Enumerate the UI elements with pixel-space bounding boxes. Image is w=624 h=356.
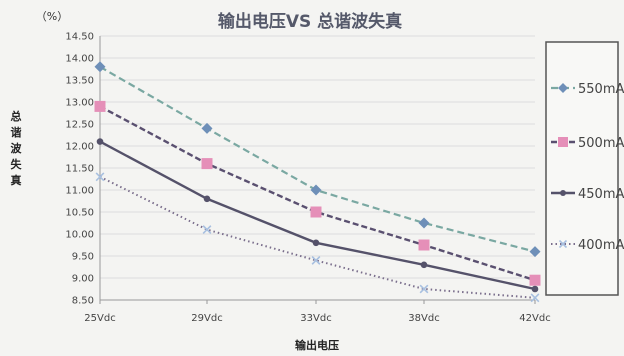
y-tick-label: 11.50 xyxy=(65,164,94,175)
data-point-400mA xyxy=(311,255,321,265)
y-tick-label: 14.00 xyxy=(65,54,94,65)
data-point-450mA xyxy=(420,261,428,269)
series-line-500mA xyxy=(99,105,536,282)
data-point-500mA xyxy=(529,274,541,286)
y-tick-label: 9.00 xyxy=(72,274,94,285)
data-point-550mA xyxy=(201,122,213,134)
data-point-400mA xyxy=(202,225,212,235)
marker-stroke xyxy=(95,172,105,182)
y-axis-title-char: 谐 xyxy=(11,125,22,139)
series-line-550mA xyxy=(99,65,536,253)
marker-stroke xyxy=(558,239,568,249)
y-axis-title-char: 总 xyxy=(11,109,22,123)
data-point-500mA xyxy=(201,158,213,170)
legend-label-550mA: 550mA xyxy=(578,82,624,97)
data-point-400mA xyxy=(95,172,105,182)
marker-stroke xyxy=(530,293,540,303)
legend-marker-450mA xyxy=(560,190,566,196)
axes xyxy=(99,36,535,301)
y-axis-title-char: 波 xyxy=(11,141,23,155)
marker-stroke xyxy=(202,225,212,235)
y-tick-label: 11.00 xyxy=(65,186,94,197)
y-unit-label: （%） xyxy=(36,10,68,23)
data-point-550mA xyxy=(529,246,541,258)
y-axis-title-char: 失 xyxy=(11,157,23,171)
legend-label-400mA: 400mA xyxy=(578,238,624,253)
y-axis-title-char: 真 xyxy=(11,173,22,187)
y-tick-label: 12.50 xyxy=(65,120,94,131)
data-point-500mA xyxy=(94,100,106,112)
legend-marker-400mA xyxy=(558,239,568,249)
x-tick-label: 42Vdc xyxy=(519,313,550,324)
data-point-500mA xyxy=(418,239,430,251)
data-point-400mA xyxy=(530,293,540,303)
y-tick-label: 13.50 xyxy=(65,76,94,87)
data-point-550mA xyxy=(94,61,106,73)
data-point-450mA xyxy=(203,195,211,203)
y-tick-label: 14.50 xyxy=(65,32,94,43)
data-point-450mA xyxy=(312,239,320,247)
y-ticks: 8.50 9.00 9.50 10.00 10.50 11.00 11.50 12.00 12.… xyxy=(65,32,94,307)
x-tick-label: 38Vdc xyxy=(408,313,439,324)
x-tick-label: 33Vdc xyxy=(300,313,331,324)
legend-label-450mA: 450mA xyxy=(578,187,624,202)
chart-title: 输出电压VS 总谐波失真 xyxy=(218,11,402,32)
x-tick-label: 29Vdc xyxy=(191,313,222,324)
x-axis-title: 输出电压 xyxy=(295,338,339,352)
y-tick-label: 10.00 xyxy=(65,230,94,241)
y-tick-label: 12.00 xyxy=(65,142,94,153)
data-point-450mA xyxy=(96,138,104,145)
y-axis-title: 总谐波失真 xyxy=(11,109,23,187)
y-tick-label: 8.50 xyxy=(72,296,94,307)
data-point-550mA xyxy=(310,184,322,196)
series-lines xyxy=(99,65,536,299)
data-point-500mA xyxy=(310,206,322,218)
y-tick-label: 13.00 xyxy=(65,98,94,109)
y-tick-label: 9.50 xyxy=(72,252,94,263)
data-point-450mA xyxy=(531,285,539,293)
y-tick-label: 10.50 xyxy=(65,208,94,219)
data-point-400mA xyxy=(419,284,429,294)
x-ticks: 25Vdc 29Vdc 33Vdc 38Vdc 42Vdc xyxy=(84,300,551,324)
data-point-550mA xyxy=(418,217,430,229)
legend-label-500mA: 500mA xyxy=(578,136,624,151)
x-tick-label: 25Vdc xyxy=(84,313,115,324)
marker-stroke xyxy=(419,284,429,294)
legend-box xyxy=(545,41,619,296)
legend: 550mA 500mA 450mA 400mA xyxy=(551,82,624,253)
series-line-400mA xyxy=(99,175,536,299)
marker-stroke xyxy=(311,255,321,265)
legend-marker-500mA xyxy=(558,137,568,147)
series-markers xyxy=(94,61,541,303)
legend-marker-550mA xyxy=(558,83,568,93)
